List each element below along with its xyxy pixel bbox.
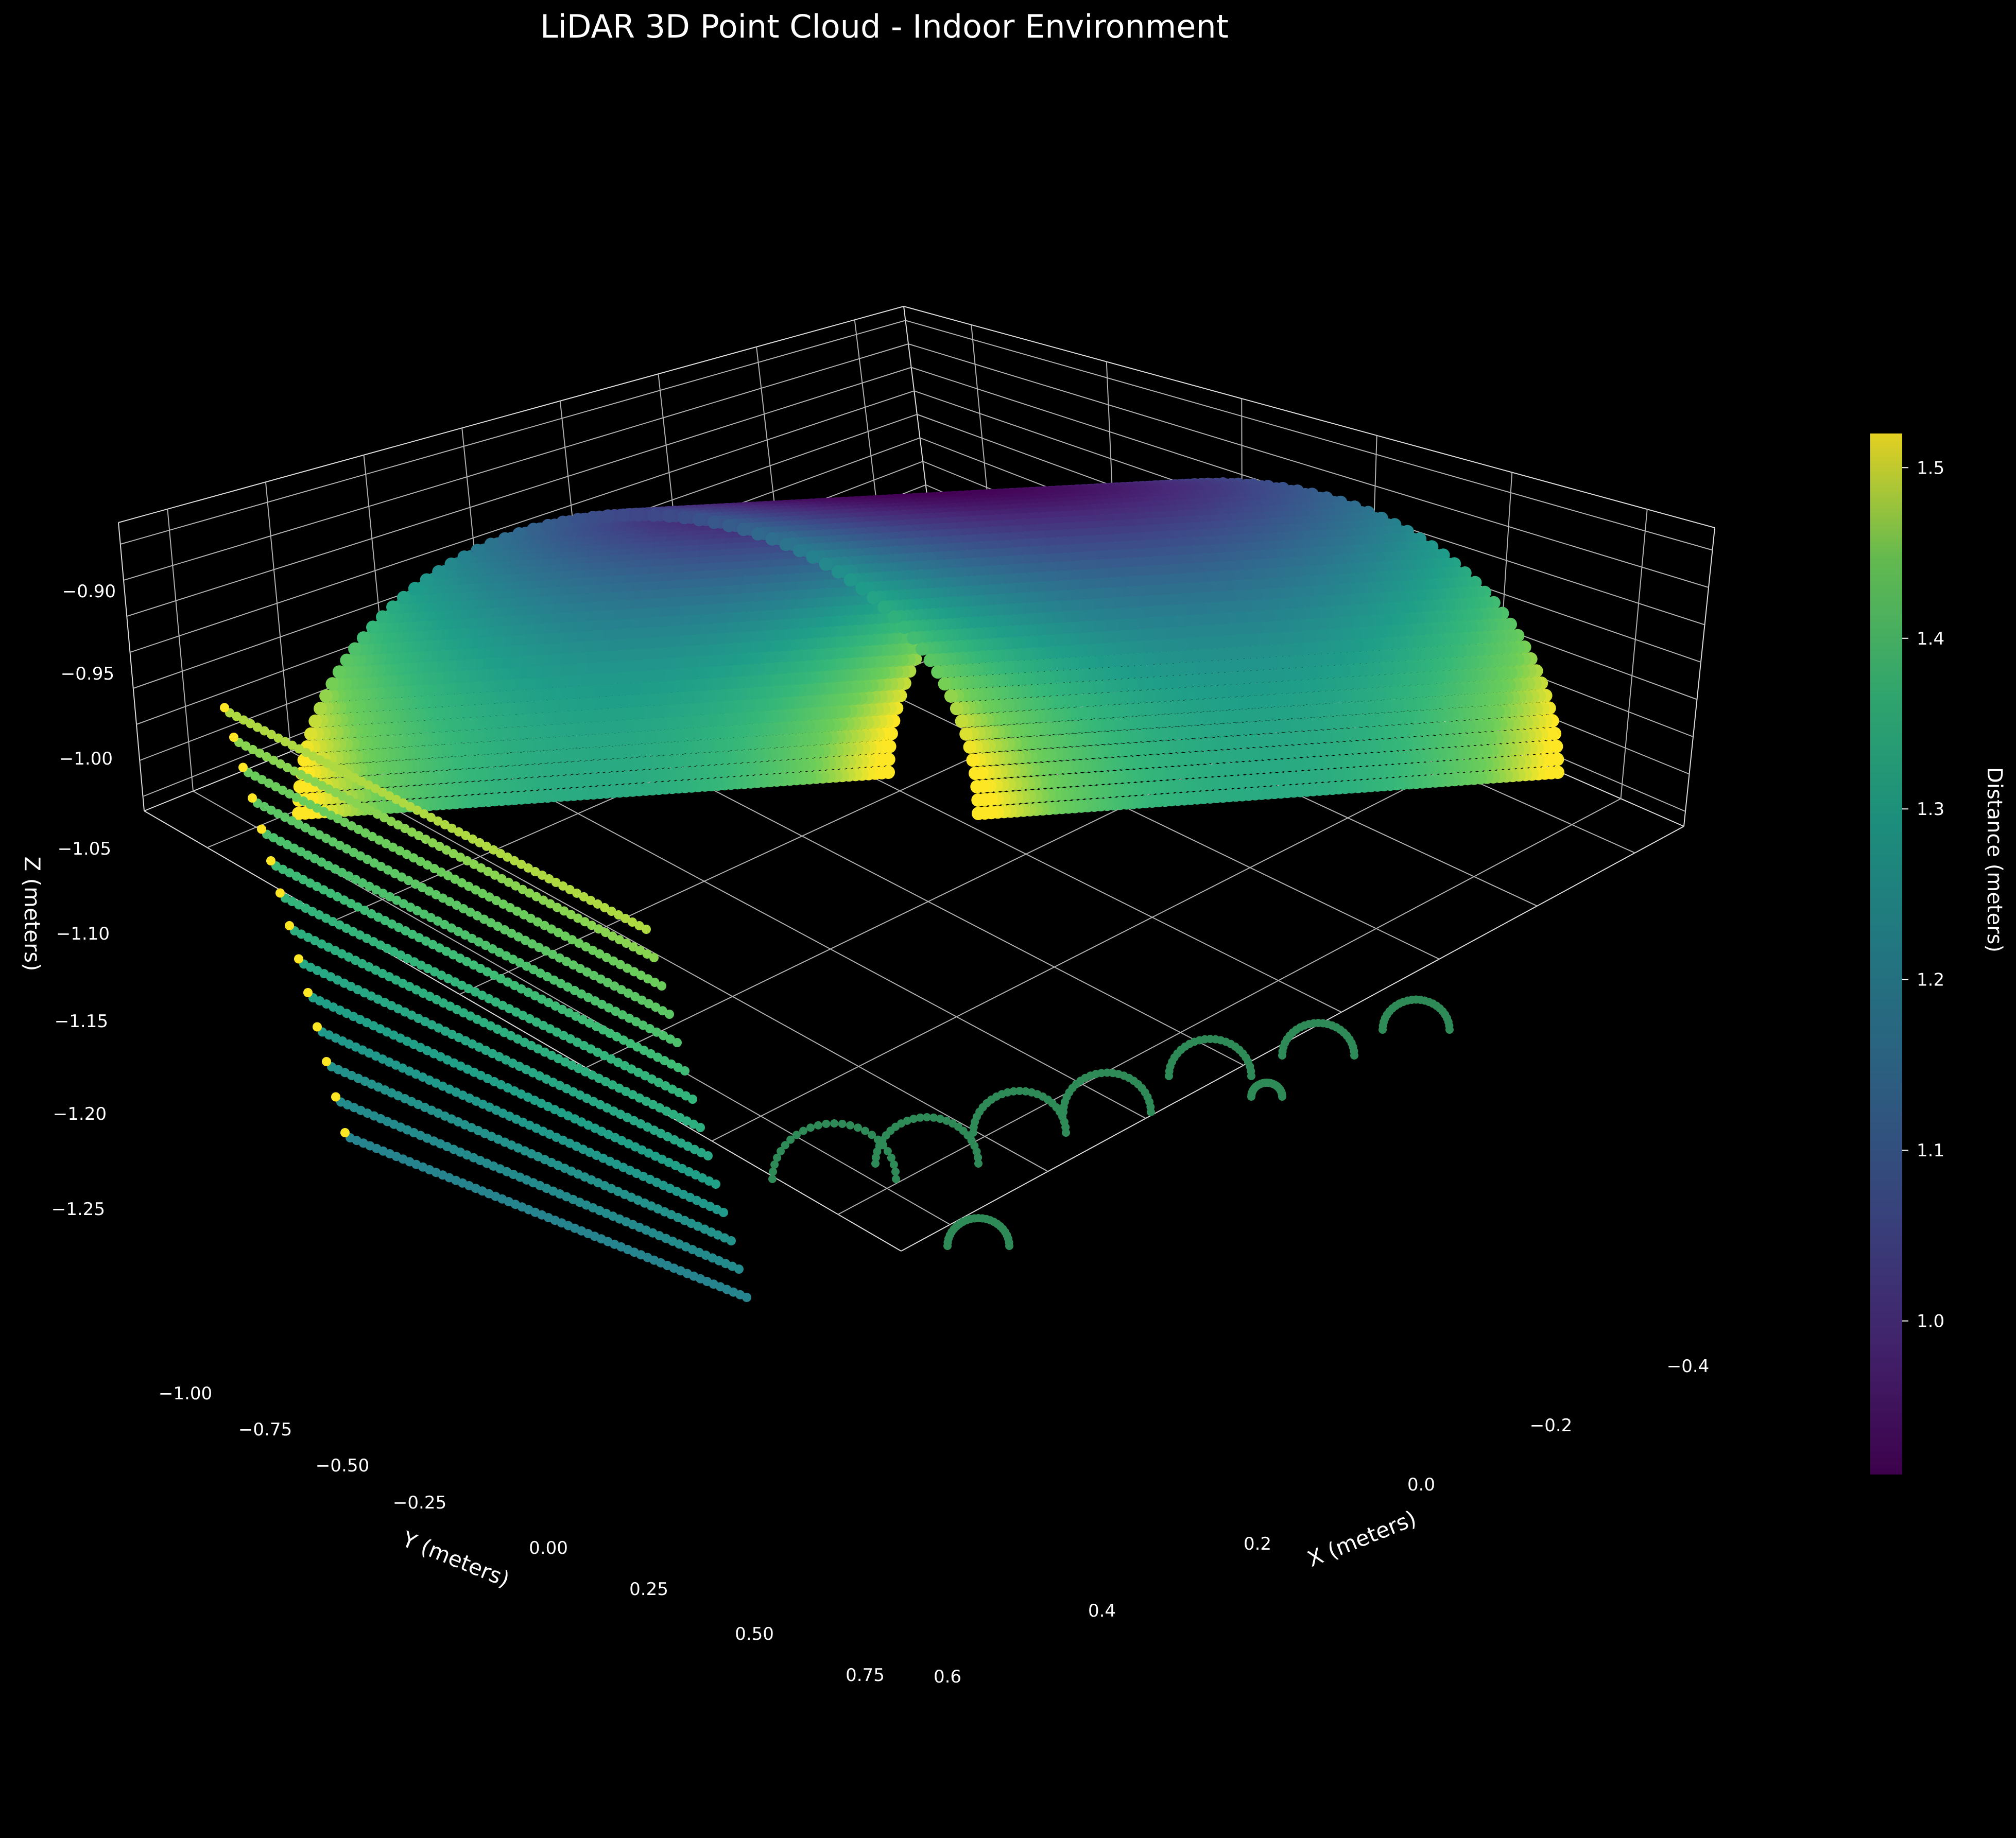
pane-edge bbox=[903, 306, 927, 495]
grid-line bbox=[1620, 509, 1648, 799]
grid-line bbox=[908, 343, 1709, 588]
grid-line bbox=[854, 320, 878, 514]
grid-line bbox=[120, 320, 906, 545]
pane-edge bbox=[118, 522, 145, 811]
pane-edge bbox=[118, 306, 904, 523]
grid-line bbox=[130, 390, 915, 653]
pane-edge bbox=[144, 810, 902, 1252]
grid-line bbox=[123, 343, 909, 581]
pane-edge bbox=[903, 306, 1715, 528]
grid-line bbox=[126, 367, 911, 617]
grid-line bbox=[971, 324, 991, 522]
chart-title: LiDAR 3D Point Cloud - Indoor Environmen… bbox=[540, 8, 1229, 45]
pane-edge bbox=[1683, 527, 1715, 827]
pane-edge bbox=[901, 826, 1684, 1252]
grid-line bbox=[905, 320, 1713, 551]
grid-line bbox=[712, 742, 1495, 1142]
grid-line bbox=[167, 509, 194, 791]
point-cloud bbox=[220, 477, 1564, 1302]
grid-line bbox=[265, 482, 291, 752]
grid-line bbox=[290, 751, 1048, 1172]
grid-line bbox=[838, 798, 1621, 1215]
